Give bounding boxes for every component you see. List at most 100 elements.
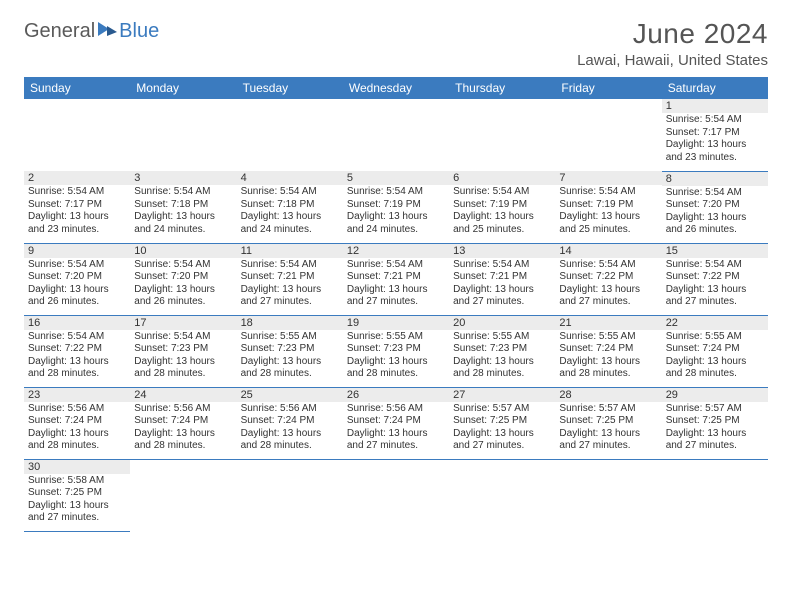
day-number: 4 [237, 171, 343, 185]
sunset-text: Sunset: 7:20 PM [28, 271, 126, 284]
calendar-cell: 21Sunrise: 5:55 AMSunset: 7:24 PMDayligh… [555, 315, 661, 387]
daylight-text-2: and 23 minutes. [666, 152, 764, 165]
daylight-text-2: and 27 minutes. [347, 296, 445, 309]
daylight-text-2: and 27 minutes. [559, 296, 657, 309]
daylight-text-2: and 27 minutes. [241, 296, 339, 309]
daylight-text-2: and 24 minutes. [347, 224, 445, 237]
daylight-text-2: and 28 minutes. [28, 368, 126, 381]
daylight-text-1: Daylight: 13 hours [347, 284, 445, 297]
daylight-text-1: Daylight: 13 hours [453, 211, 551, 224]
calendar-cell [555, 99, 661, 171]
calendar-week-row: 16Sunrise: 5:54 AMSunset: 7:22 PMDayligh… [24, 315, 768, 387]
sunrise-text: Sunrise: 5:54 AM [28, 259, 126, 272]
sunset-text: Sunset: 7:17 PM [666, 127, 764, 140]
sunset-text: Sunset: 7:24 PM [347, 415, 445, 428]
day-number: 28 [555, 388, 661, 402]
day-number: 26 [343, 388, 449, 402]
daylight-text-1: Daylight: 13 hours [241, 211, 339, 224]
sunset-text: Sunset: 7:24 PM [241, 415, 339, 428]
calendar-week-row: 9Sunrise: 5:54 AMSunset: 7:20 PMDaylight… [24, 243, 768, 315]
daylight-text-2: and 27 minutes. [666, 296, 764, 309]
calendar-week-row: 2Sunrise: 5:54 AMSunset: 7:17 PMDaylight… [24, 171, 768, 243]
day-number: 17 [130, 316, 236, 330]
sunrise-text: Sunrise: 5:54 AM [134, 186, 232, 199]
calendar-cell: 13Sunrise: 5:54 AMSunset: 7:21 PMDayligh… [449, 243, 555, 315]
sunrise-text: Sunrise: 5:55 AM [666, 331, 764, 344]
sunset-text: Sunset: 7:23 PM [134, 343, 232, 356]
daylight-text-1: Daylight: 13 hours [453, 356, 551, 369]
day-number: 14 [555, 244, 661, 258]
sunrise-text: Sunrise: 5:54 AM [134, 259, 232, 272]
calendar-table: SundayMondayTuesdayWednesdayThursdayFrid… [24, 77, 768, 532]
daylight-text-2: and 28 minutes. [347, 368, 445, 381]
daylight-text-1: Daylight: 13 hours [666, 212, 764, 225]
sunset-text: Sunset: 7:25 PM [666, 415, 764, 428]
calendar-cell [343, 459, 449, 531]
daylight-text-2: and 27 minutes. [453, 296, 551, 309]
month-title: June 2024 [577, 18, 768, 50]
sunrise-text: Sunrise: 5:57 AM [666, 403, 764, 416]
daylight-text-2: and 28 minutes. [134, 368, 232, 381]
daylight-text-2: and 28 minutes. [28, 440, 126, 453]
page-header: General Blue June 2024 Lawai, Hawaii, Un… [24, 18, 768, 69]
calendar-cell [343, 99, 449, 171]
day-number: 8 [662, 172, 768, 186]
sunset-text: Sunset: 7:24 PM [134, 415, 232, 428]
calendar-cell: 25Sunrise: 5:56 AMSunset: 7:24 PMDayligh… [237, 387, 343, 459]
sunrise-text: Sunrise: 5:55 AM [241, 331, 339, 344]
calendar-week-row: 30Sunrise: 5:58 AMSunset: 7:25 PMDayligh… [24, 459, 768, 531]
sunset-text: Sunset: 7:24 PM [28, 415, 126, 428]
daylight-text-2: and 28 minutes. [134, 440, 232, 453]
calendar-cell: 16Sunrise: 5:54 AMSunset: 7:22 PMDayligh… [24, 315, 130, 387]
sunset-text: Sunset: 7:20 PM [666, 199, 764, 212]
column-header: Thursday [449, 77, 555, 99]
daylight-text-1: Daylight: 13 hours [134, 211, 232, 224]
calendar-cell: 9Sunrise: 5:54 AMSunset: 7:20 PMDaylight… [24, 243, 130, 315]
sunset-text: Sunset: 7:23 PM [347, 343, 445, 356]
calendar-cell: 5Sunrise: 5:54 AMSunset: 7:19 PMDaylight… [343, 171, 449, 243]
calendar-cell [237, 99, 343, 171]
day-number: 25 [237, 388, 343, 402]
sunrise-text: Sunrise: 5:54 AM [453, 259, 551, 272]
sunrise-text: Sunrise: 5:56 AM [347, 403, 445, 416]
sunset-text: Sunset: 7:23 PM [453, 343, 551, 356]
sunset-text: Sunset: 7:22 PM [28, 343, 126, 356]
title-block: June 2024 Lawai, Hawaii, United States [577, 18, 768, 69]
sunset-text: Sunset: 7:21 PM [241, 271, 339, 284]
calendar-cell: 27Sunrise: 5:57 AMSunset: 7:25 PMDayligh… [449, 387, 555, 459]
sunset-text: Sunset: 7:24 PM [666, 343, 764, 356]
day-number: 24 [130, 388, 236, 402]
column-header: Monday [130, 77, 236, 99]
daylight-text-2: and 28 minutes. [241, 368, 339, 381]
sunrise-text: Sunrise: 5:54 AM [453, 186, 551, 199]
sunset-text: Sunset: 7:20 PM [134, 271, 232, 284]
daylight-text-1: Daylight: 13 hours [134, 428, 232, 441]
sunset-text: Sunset: 7:21 PM [453, 271, 551, 284]
sunrise-text: Sunrise: 5:54 AM [241, 186, 339, 199]
calendar-cell: 29Sunrise: 5:57 AMSunset: 7:25 PMDayligh… [662, 387, 768, 459]
daylight-text-2: and 24 minutes. [241, 224, 339, 237]
day-number: 6 [449, 171, 555, 185]
daylight-text-2: and 28 minutes. [241, 440, 339, 453]
daylight-text-2: and 27 minutes. [559, 440, 657, 453]
sunrise-text: Sunrise: 5:54 AM [559, 186, 657, 199]
sunrise-text: Sunrise: 5:58 AM [28, 475, 126, 488]
calendar-cell [662, 459, 768, 531]
daylight-text-1: Daylight: 13 hours [28, 211, 126, 224]
daylight-text-1: Daylight: 13 hours [28, 356, 126, 369]
calendar-cell: 28Sunrise: 5:57 AMSunset: 7:25 PMDayligh… [555, 387, 661, 459]
daylight-text-1: Daylight: 13 hours [241, 428, 339, 441]
daylight-text-1: Daylight: 13 hours [559, 284, 657, 297]
daylight-text-1: Daylight: 13 hours [666, 284, 764, 297]
calendar-cell: 15Sunrise: 5:54 AMSunset: 7:22 PMDayligh… [662, 243, 768, 315]
sunrise-text: Sunrise: 5:54 AM [241, 259, 339, 272]
daylight-text-1: Daylight: 13 hours [453, 428, 551, 441]
daylight-text-1: Daylight: 13 hours [241, 356, 339, 369]
column-header: Tuesday [237, 77, 343, 99]
day-number: 12 [343, 244, 449, 258]
logo-text-blue: Blue [119, 20, 159, 43]
daylight-text-2: and 26 minutes. [666, 224, 764, 237]
day-number: 5 [343, 171, 449, 185]
daylight-text-1: Daylight: 13 hours [666, 428, 764, 441]
daylight-text-2: and 27 minutes. [28, 512, 126, 525]
